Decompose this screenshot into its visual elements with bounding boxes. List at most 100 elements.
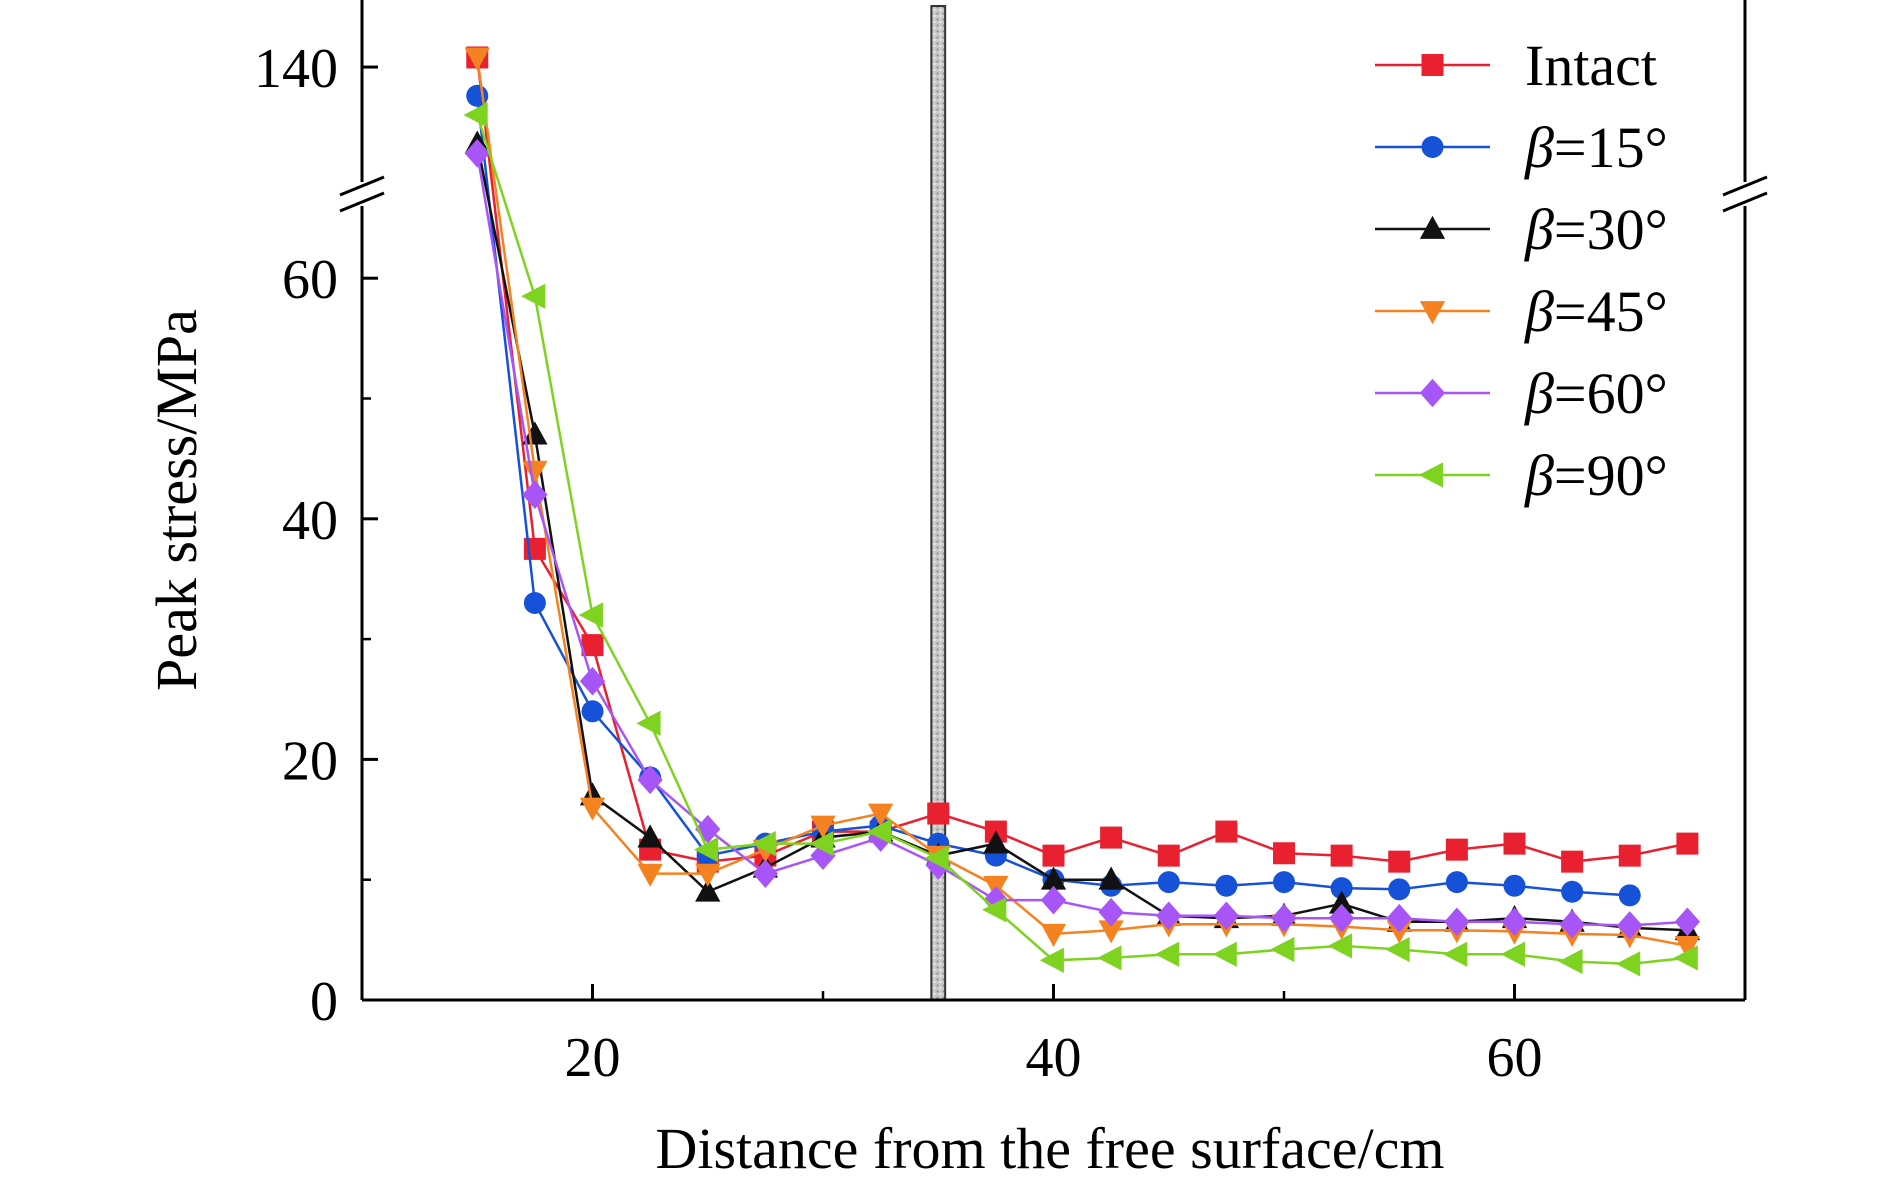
data-point: [1388, 878, 1411, 901]
data-point: [1385, 936, 1410, 963]
data-point: [751, 830, 776, 857]
legend-marker: [1418, 462, 1443, 488]
data-point: [1156, 901, 1182, 931]
data-point: [1155, 941, 1180, 967]
data-point: [637, 824, 663, 848]
legend-label-rest: =90°: [1554, 443, 1668, 508]
legend-item: β=30°: [1375, 197, 1668, 262]
data-point: [866, 818, 892, 845]
data-point: [1097, 945, 1122, 971]
data-point: [1445, 871, 1468, 894]
data-point: [521, 283, 546, 309]
data-point: [1503, 832, 1526, 855]
x-axis-title: Distance from the free surface/cm: [655, 1116, 1444, 1181]
legend-label-greek: β: [1524, 443, 1554, 508]
tick-layer: 20 40 60 0 20 40 60 140: [254, 38, 1543, 1089]
data-point: [1501, 907, 1528, 937]
data-point: [1674, 935, 1701, 960]
data-point: [1098, 897, 1124, 927]
data-point: [637, 863, 663, 887]
data-point: [1388, 850, 1411, 873]
legend-marker: [1419, 301, 1446, 325]
data-point: [1330, 844, 1353, 867]
data-point: [1674, 907, 1701, 937]
series-line: [476, 57, 1688, 863]
legend-marker: [1421, 136, 1444, 158]
series-layer: [463, 46, 1701, 977]
data-point: [982, 897, 1007, 923]
data-point: [1328, 903, 1355, 933]
x-tick-label: 20: [565, 1027, 621, 1089]
data-point: [466, 84, 489, 107]
data-point: [522, 421, 548, 445]
data-point: [464, 47, 490, 71]
legend-marker: [1421, 54, 1444, 76]
data-point: [1213, 901, 1240, 931]
y-tick-label: 60: [282, 249, 338, 311]
legend-label-rest: =30°: [1554, 197, 1668, 262]
data-point: [1271, 903, 1297, 933]
data-point: [579, 666, 606, 696]
legend-item: β=60°: [1375, 361, 1668, 426]
legend-label-greek: β: [1524, 115, 1554, 180]
data-point: [1673, 945, 1698, 971]
legend-label-greek: β: [1524, 279, 1554, 344]
data-point: [523, 592, 546, 615]
data-point: [1327, 933, 1353, 959]
data-point: [1270, 936, 1295, 963]
data-point: [1157, 844, 1180, 867]
data-point: [1561, 880, 1584, 903]
data-point: [1617, 911, 1643, 940]
data-point: [1040, 923, 1067, 948]
data-point: [1445, 838, 1468, 861]
data-point: [637, 765, 663, 795]
y-axis-break-mark-1: [339, 175, 385, 197]
data-point: [867, 803, 894, 827]
series-line: [476, 143, 1688, 932]
data-point: [1330, 877, 1353, 900]
data-point: [464, 138, 490, 168]
legend-item: β=45°: [1375, 279, 1668, 344]
data-point: [1215, 874, 1238, 897]
data-point: [983, 830, 1009, 854]
y-axis-title: Peak stress/MPa: [144, 309, 209, 691]
data-point: [1039, 947, 1064, 973]
data-point: [1098, 920, 1124, 944]
data-point: [695, 863, 721, 887]
data-point: [1273, 842, 1295, 865]
data-point: [636, 710, 661, 736]
data-point: [752, 859, 779, 888]
legend-label-rest: =15°: [1554, 115, 1668, 180]
legend-item: Intact: [1375, 33, 1657, 98]
data-point: [694, 836, 719, 863]
data-point: [810, 815, 836, 839]
data-point: [1444, 907, 1470, 937]
series-4: [464, 47, 1701, 960]
data-point: [1503, 874, 1526, 897]
y-axis-break-mark-2: [339, 191, 385, 213]
data-point: [1618, 844, 1641, 867]
legend-label-rest: =60°: [1554, 361, 1668, 426]
data-point: [1040, 866, 1067, 890]
legend-label: Intact: [1525, 33, 1657, 98]
data-point: [927, 802, 950, 825]
data-point: [1443, 941, 1468, 967]
data-point: [1042, 844, 1065, 867]
data-point: [1157, 871, 1180, 894]
data-point: [1100, 826, 1123, 849]
data-point: [579, 797, 606, 821]
legend-label: β=15°: [1524, 115, 1668, 180]
series-6: [463, 102, 1698, 977]
data-point: [1328, 890, 1355, 914]
legend-item: β=90°: [1375, 443, 1668, 508]
data-point: [1558, 948, 1583, 975]
legend-label: β=60°: [1524, 361, 1668, 426]
legend-marker: [1419, 378, 1446, 408]
data-point: [924, 845, 949, 871]
y-tick-label: 40: [282, 490, 338, 552]
legend-label: β=90°: [1524, 443, 1668, 508]
data-point: [1500, 941, 1525, 967]
legend-label-rest: =45°: [1554, 279, 1668, 344]
data-point: [522, 480, 548, 510]
